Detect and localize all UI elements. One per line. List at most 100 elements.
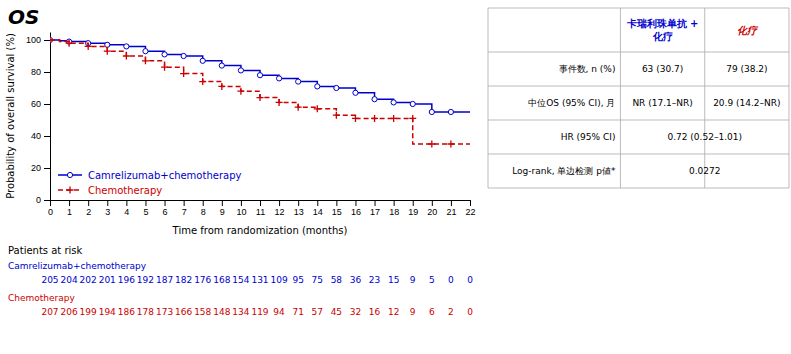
table-rule <box>488 52 789 53</box>
x-tick-label: 14 <box>313 207 323 217</box>
x-tick: 2 <box>86 200 91 217</box>
censor-marker <box>314 105 321 112</box>
y-tick-mark <box>44 40 50 41</box>
x-tick-label: 20 <box>427 207 437 217</box>
title: OS <box>8 5 39 29</box>
censor-marker <box>104 48 111 55</box>
at-risk-number: 206 <box>60 307 77 317</box>
y-tick-label: 80 <box>31 67 41 77</box>
legend-entry: Chemotherapy <box>58 185 162 196</box>
censor-marker <box>161 64 168 71</box>
x-tick-mark <box>260 200 261 206</box>
censor-marker <box>257 94 264 101</box>
y-tick-label: 40 <box>31 131 41 141</box>
at-risk-number: 205 <box>41 275 58 285</box>
censor-marker <box>200 58 205 63</box>
x-tick-label: 12 <box>275 207 285 217</box>
x-tick: 13 <box>294 200 304 217</box>
table-header: 卡瑞利珠单抗 +化疗 <box>626 18 699 42</box>
x-tick-mark <box>50 200 51 206</box>
table-rule <box>704 8 705 188</box>
at-risk-number: 204 <box>60 275 77 285</box>
x-tick: 0 <box>48 200 53 217</box>
x-tick-mark <box>355 200 356 206</box>
at-risk-number: 178 <box>137 307 154 317</box>
at-risk-number: 168 <box>213 275 230 285</box>
x-tick-mark <box>394 200 395 206</box>
x-tick-mark <box>451 200 452 206</box>
at-risk-number: 154 <box>232 275 249 285</box>
x-tick-label: 22 <box>465 207 475 217</box>
table-row-label: HR (95% CI) <box>561 132 616 142</box>
x-tick-mark <box>375 200 376 206</box>
table-header: 化疗 <box>737 25 759 36</box>
censor-markers <box>50 37 454 114</box>
table-cell: 0.72 (0.52–1.01) <box>667 132 742 142</box>
censor-marker <box>315 84 320 89</box>
table-rule <box>488 120 789 121</box>
censor-marker <box>352 115 359 122</box>
table-cell: 79 (38.2) <box>726 64 767 74</box>
x-tick-label: 10 <box>236 207 246 217</box>
x-tick-mark <box>279 200 280 206</box>
censor-marker <box>409 115 416 122</box>
at-risk-number: 134 <box>232 307 249 317</box>
at-risk-number: 202 <box>80 275 97 285</box>
censor-marker <box>124 44 129 49</box>
legend: Camrelizumab+chemotherapy Chemotherapy <box>58 170 241 196</box>
x-tick: 3 <box>105 200 110 217</box>
at-risk-number: 16 <box>369 307 381 317</box>
x-tick-mark <box>222 200 223 206</box>
table-cell: 0.0272 <box>689 166 721 176</box>
y-axis: 020406080100 <box>26 33 51 206</box>
censor-marker <box>276 99 283 106</box>
legend-label: Camrelizumab+chemotherapy <box>88 170 241 181</box>
at-risk-number: 187 <box>156 275 173 285</box>
x-tick: 22 <box>465 200 475 217</box>
x-tick: 18 <box>389 200 399 217</box>
at-risk-number: 196 <box>118 275 135 285</box>
y-tick: 20 <box>31 163 50 173</box>
censor-marker <box>429 109 434 114</box>
censor-marker <box>353 90 358 95</box>
censor-marker <box>371 115 378 122</box>
censor-marker <box>372 97 377 102</box>
x-tick-mark <box>126 200 127 206</box>
y-axis-line <box>50 33 51 201</box>
censor-marker <box>180 70 187 77</box>
x-tick: 4 <box>124 200 129 217</box>
x-tick-label: 19 <box>408 207 418 217</box>
at-risk-number: 2 <box>448 307 454 317</box>
x-tick-label: 9 <box>220 207 225 217</box>
table-rule <box>488 188 789 189</box>
table-cell: 20.9 (14.2–NR) <box>713 98 780 108</box>
at-risk-title: Patients at risk <box>8 245 83 256</box>
x-tick-mark <box>336 200 337 206</box>
table-rule <box>789 8 790 188</box>
x-tick-mark <box>165 200 166 206</box>
censor-marker <box>105 42 110 47</box>
x-tick-mark <box>317 200 318 206</box>
censor-marker <box>334 85 339 90</box>
at-risk-number: 71 <box>292 307 303 317</box>
at-risk-number: 166 <box>175 307 192 317</box>
x-tick-label: 13 <box>294 207 304 217</box>
x-axis-title: Time from randomization (months) <box>172 225 348 236</box>
x-tick-label: 11 <box>256 207 265 217</box>
x-tick-mark <box>107 200 108 206</box>
x-tick-label: 2 <box>86 207 91 217</box>
y-tick: 0 <box>36 195 50 205</box>
censor-marker <box>237 88 244 95</box>
censor-marker <box>391 100 396 105</box>
table-row-label: 中位OS (95% CI), 月 <box>528 98 615 108</box>
at-risk-number: 94 <box>273 307 285 317</box>
x-tick-label: 18 <box>389 207 399 217</box>
at-risk-number: 57 <box>312 307 323 317</box>
at-risk-number: 75 <box>312 275 323 285</box>
x-tick-label: 15 <box>332 207 342 217</box>
at-risk-number: 173 <box>156 307 173 317</box>
censor-marker <box>143 49 148 54</box>
y-tick-label: 0 <box>36 195 41 205</box>
at-risk-number: 23 <box>369 275 380 285</box>
y-tick: 40 <box>31 131 50 141</box>
